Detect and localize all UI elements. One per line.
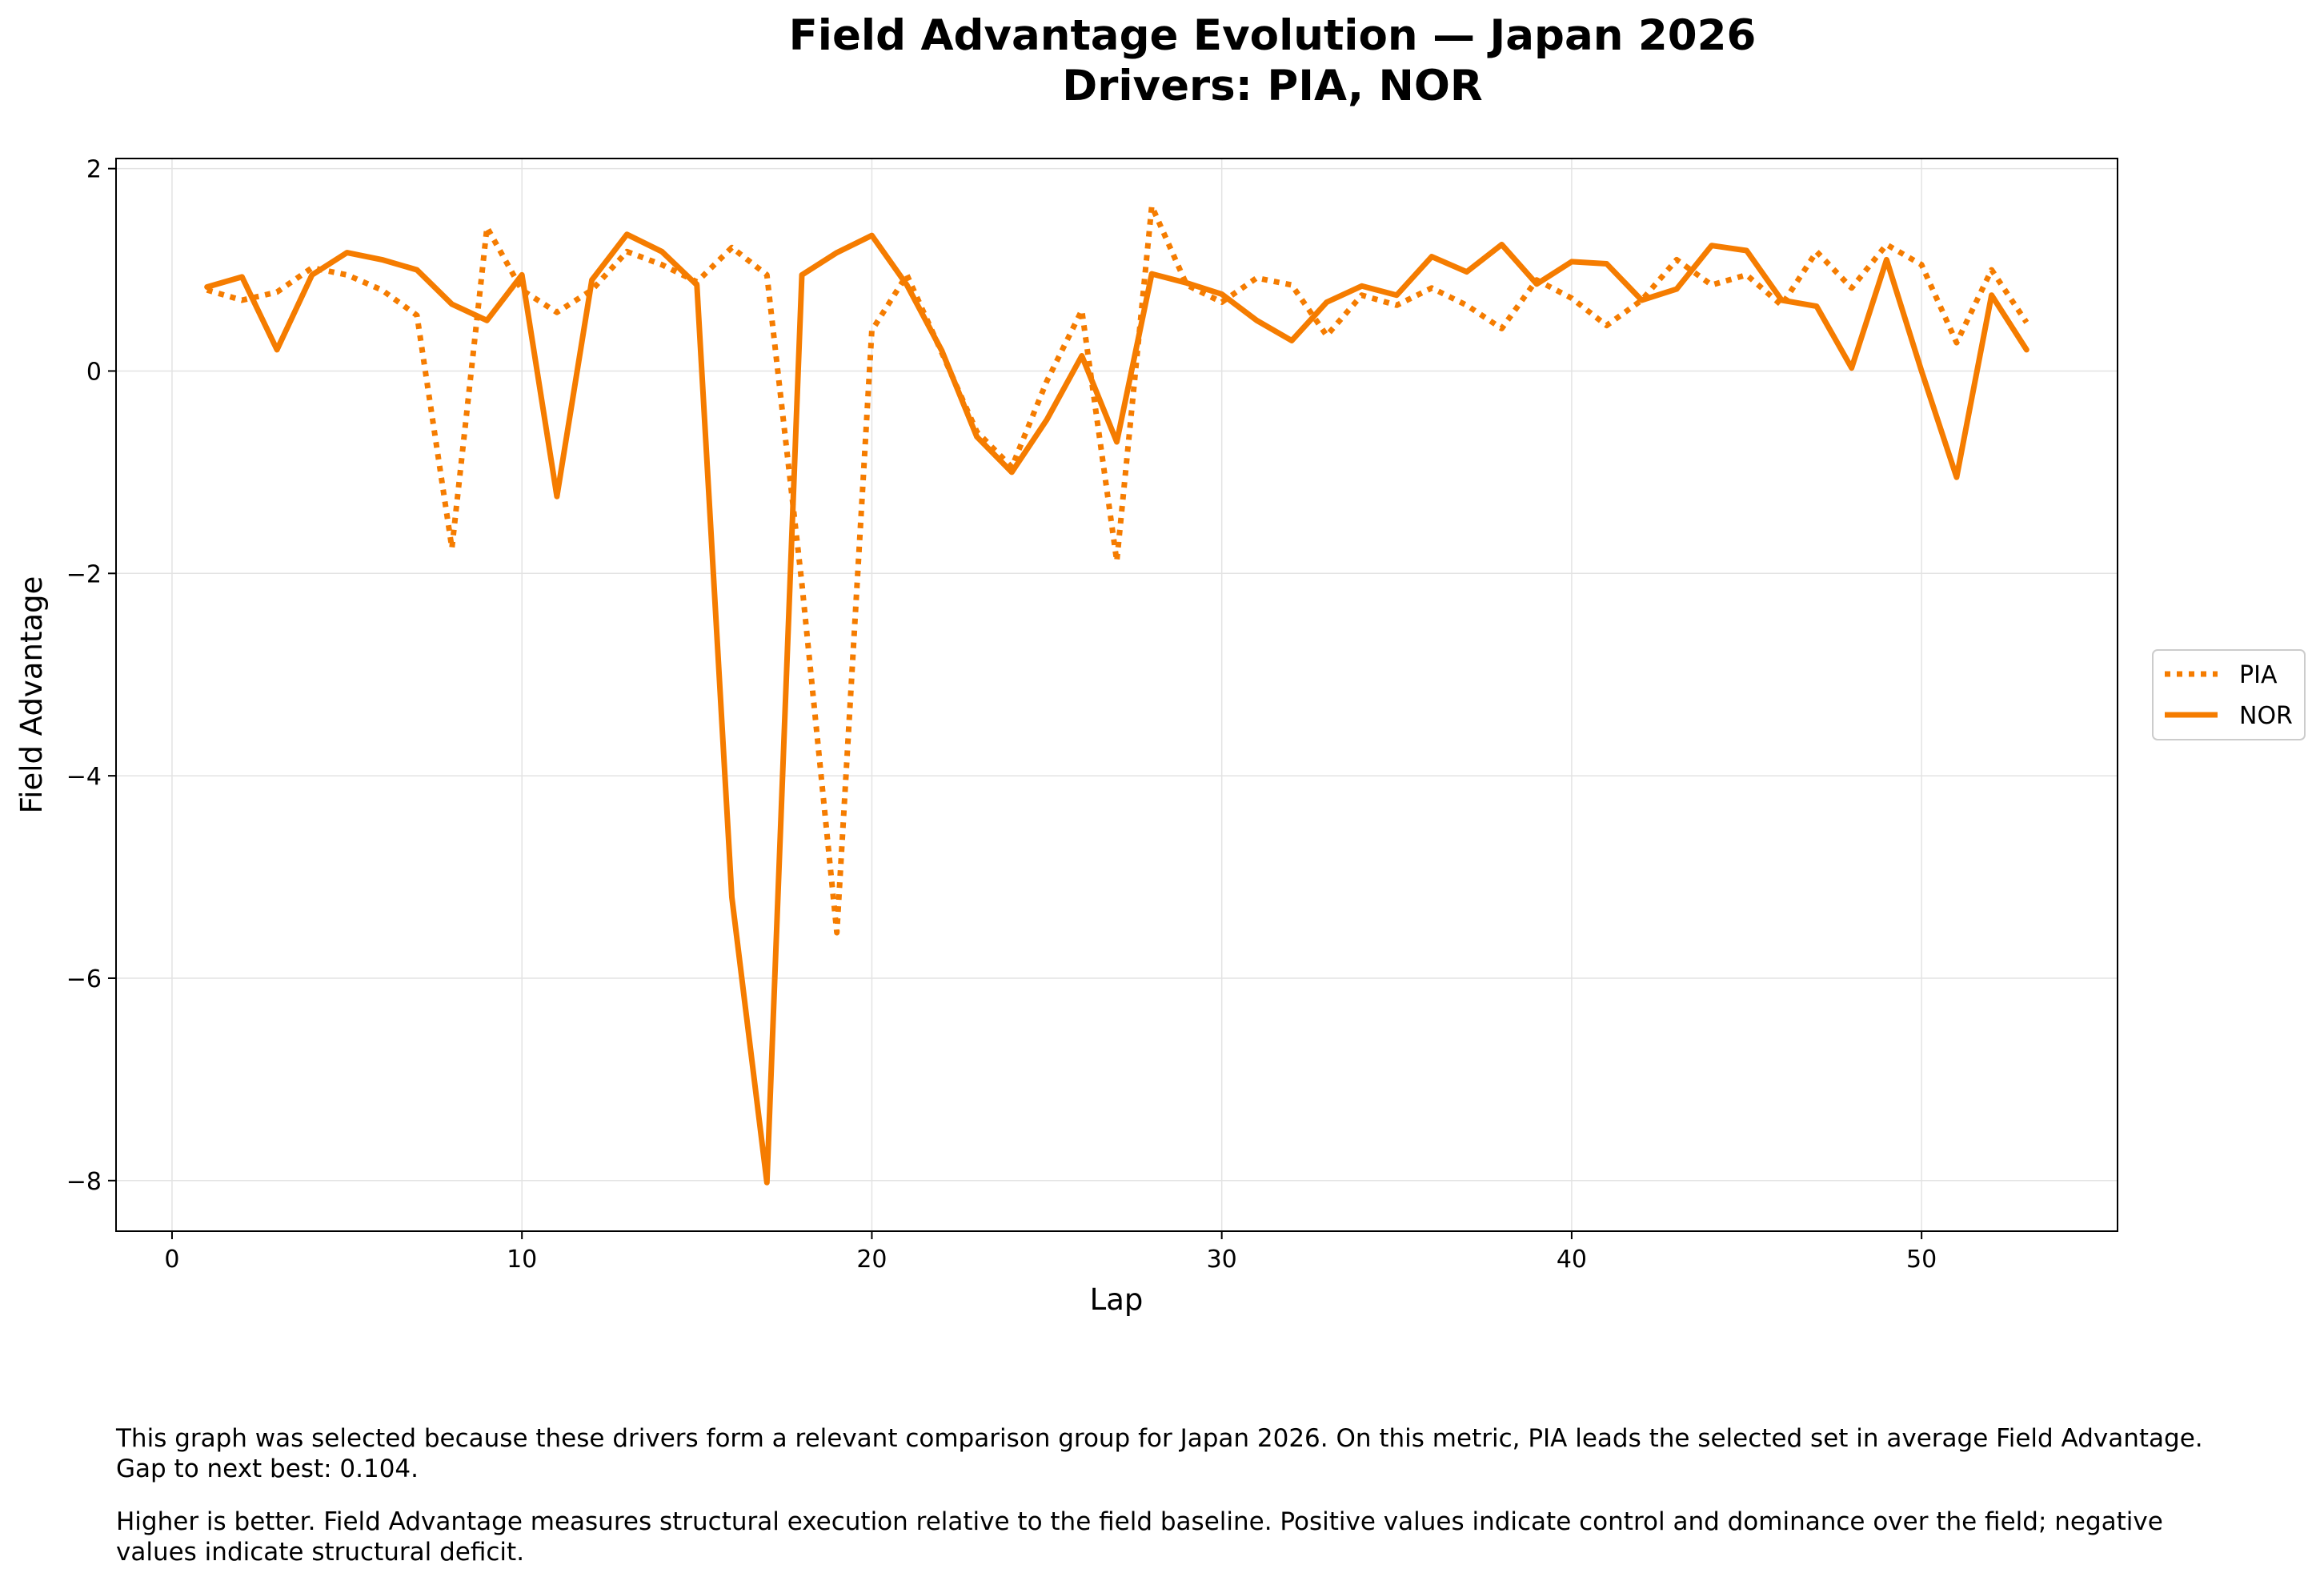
y-tick-label: −6 (66, 965, 102, 993)
series-lines (204, 203, 2029, 1186)
y-tick-label: 0 (86, 358, 102, 386)
series-line-nor (204, 231, 2029, 1186)
x-tick-label: 20 (856, 1246, 887, 1274)
plot-frame (115, 158, 2118, 1232)
y-tick-label: 2 (86, 156, 102, 184)
legend-pia-label: PIA (2239, 661, 2278, 689)
y-tick-label: −2 (66, 560, 102, 588)
x-tick-label: 10 (507, 1246, 537, 1274)
y-tick-label: −4 (66, 763, 102, 791)
grid (116, 159, 2118, 1231)
x-tick-label: 0 (164, 1246, 179, 1274)
y-tick-label: −8 (66, 1168, 102, 1196)
chart-subtitle: Drivers: PIA, NOR (1062, 62, 1483, 110)
x-tick-label: 50 (1906, 1246, 1937, 1274)
x-tick-label: 40 (1557, 1246, 1587, 1274)
caption-explanation: Higher is better. Field Advantage measur… (116, 1507, 2163, 1567)
x-tick-label: 30 (1207, 1246, 1237, 1274)
y-axis-label: Field Advantage (14, 576, 49, 814)
legend: PIA NOR (2152, 649, 2306, 740)
x-axis-label: Lap (1090, 1282, 1144, 1317)
legend-nor-label: NOR (2239, 702, 2293, 730)
chart: Field Advantage Evolution — Japan 2026 D… (14, 11, 2306, 1317)
chart-title: Field Advantage Evolution — Japan 2026 (789, 11, 1757, 60)
caption-selection: This graph was selected because these dr… (116, 1424, 2203, 1483)
